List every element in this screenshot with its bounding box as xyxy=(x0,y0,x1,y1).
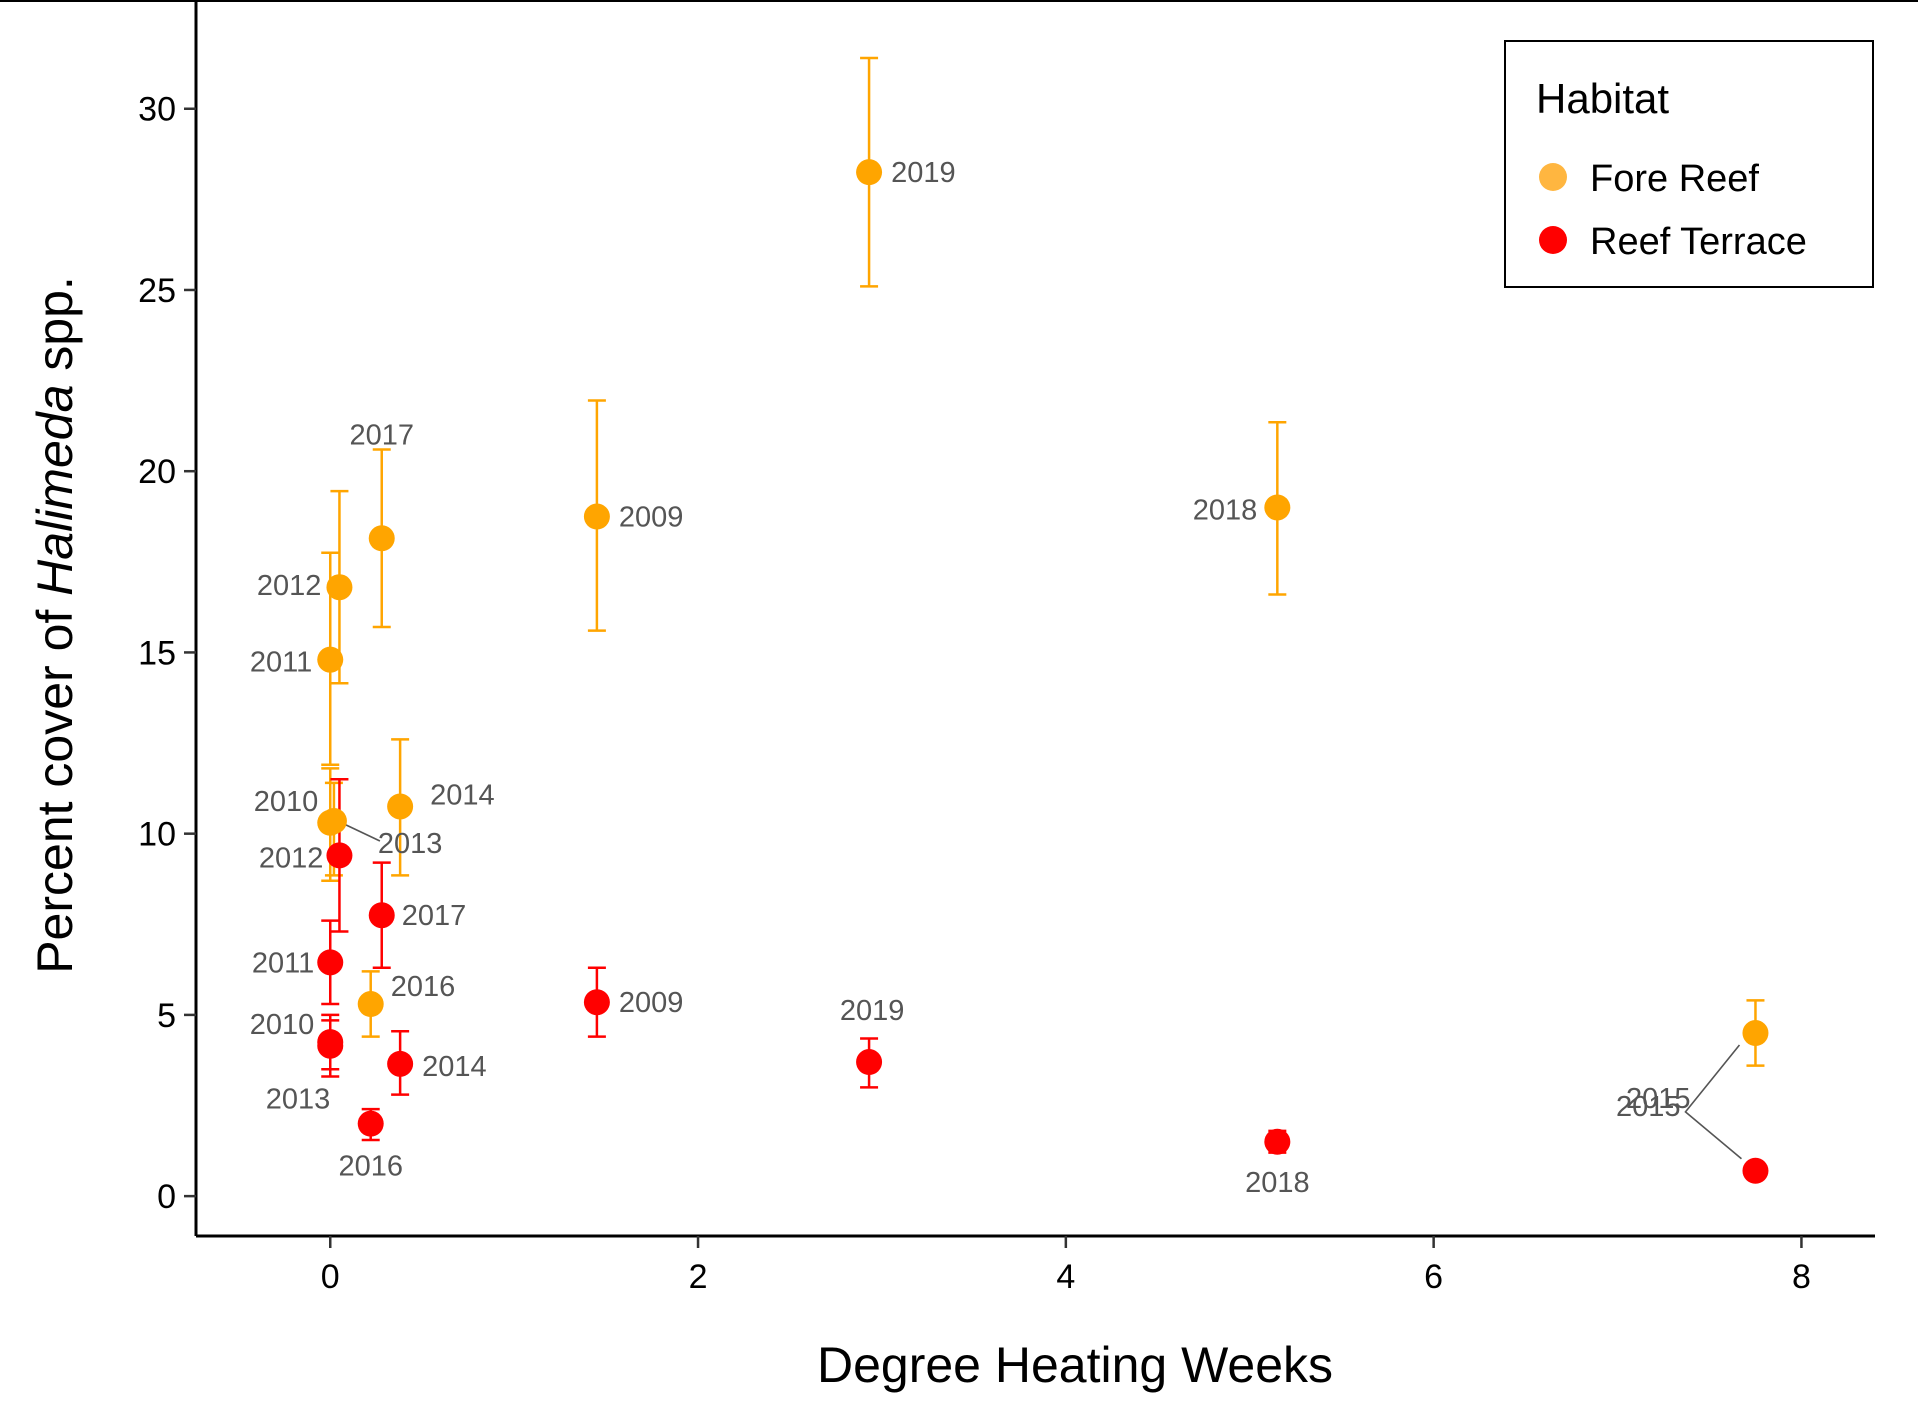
leader-fore-reef-2013 xyxy=(341,822,381,842)
point-fore-reef-2015 xyxy=(1742,1020,1769,1047)
y-tick-label-30: 30 xyxy=(138,91,176,129)
point-reef-terrace-2017 xyxy=(368,902,395,929)
point-fore-reef-2016 xyxy=(357,991,384,1018)
point-label-fore-reef-2016: 2016 xyxy=(391,971,456,1003)
point-label-reef-terrace-2010: 2010 xyxy=(250,1009,315,1041)
point-label-fore-reef-2010: 2010 xyxy=(254,786,319,818)
point-fore-reef-2011 xyxy=(317,646,344,673)
point-reef-terrace-2012 xyxy=(326,842,353,869)
point-label-reef-terrace-2016: 2016 xyxy=(338,1151,403,1183)
point-label-fore-reef-2018: 2018 xyxy=(1193,494,1258,526)
point-reef-terrace-2013 xyxy=(317,1032,344,1059)
point-fore-reef-2019 xyxy=(856,159,883,186)
point-label-fore-reef-2015: 2015 xyxy=(1626,1083,1691,1115)
point-label-fore-reef-2013: 2013 xyxy=(378,828,443,860)
point-fore-reef-2013 xyxy=(320,807,347,834)
y-tick-label-25: 25 xyxy=(138,272,176,310)
legend-label-reef-terrace: Reef Terrace xyxy=(1590,221,1807,263)
x-tick-label-0: 0 xyxy=(321,1258,340,1296)
point-label-reef-terrace-2009: 2009 xyxy=(619,987,684,1019)
point-label-reef-terrace-2014: 2014 xyxy=(422,1051,487,1083)
y-tick-label-5: 5 xyxy=(157,997,176,1035)
point-label-reef-terrace-2019: 2019 xyxy=(840,995,905,1027)
y-tick-label-0: 0 xyxy=(157,1178,176,1216)
point-reef-terrace-2016 xyxy=(357,1110,384,1137)
point-reef-terrace-2018 xyxy=(1264,1128,1291,1155)
y-tick-label-10: 10 xyxy=(138,816,176,854)
y-axis-title: Percent cover of Halimeda spp. xyxy=(27,276,83,974)
data-points xyxy=(317,159,1769,1184)
axis-ticks: 0 2 4 6 8 0 5 10 15 20 25 30 xyxy=(138,91,1811,1296)
axes-frame xyxy=(0,0,1918,1238)
point-label-reef-terrace-2017: 2017 xyxy=(402,900,467,932)
point-reef-terrace-2014 xyxy=(387,1050,414,1077)
y-axis-title-italic: Halimeda xyxy=(27,385,83,596)
legend-swatch-reef-terrace xyxy=(1539,226,1567,254)
point-label-fore-reef-2009: 2009 xyxy=(619,502,684,534)
point-label-fore-reef-2014: 2014 xyxy=(430,779,495,811)
point-label-fore-reef-2012: 2012 xyxy=(257,570,322,602)
point-label-reef-terrace-2018: 2018 xyxy=(1245,1167,1310,1199)
y-axis-title-part-3: spp. xyxy=(27,276,83,384)
x-tick-label-2: 2 xyxy=(689,1258,708,1296)
leader-2015 xyxy=(1684,1044,1742,1160)
point-reef-terrace-2011 xyxy=(317,949,344,976)
point-reef-terrace-2009 xyxy=(583,989,610,1016)
y-axis-title-part-1: Percent cover of xyxy=(27,596,83,974)
point-label-reef-terrace-2013: 2013 xyxy=(266,1084,331,1116)
legend: Habitat Fore Reef Reef Terrace xyxy=(1504,40,1874,288)
legend-box xyxy=(1504,40,1874,288)
x-tick-label-8: 8 xyxy=(1792,1258,1811,1296)
point-fore-reef-2014 xyxy=(387,793,414,820)
x-axis-title: Degree Heating Weeks xyxy=(817,1337,1333,1393)
point-label-reef-terrace-2011: 2011 xyxy=(252,947,314,979)
x-tick-label-6: 6 xyxy=(1424,1258,1443,1296)
point-label-reef-terrace-2015: 2015 xyxy=(1616,1091,1681,1123)
label-leaders xyxy=(341,822,1742,1160)
legend-swatch-fore-reef xyxy=(1539,163,1567,191)
legend-label-fore-reef: Fore Reef xyxy=(1590,158,1759,200)
point-reef-terrace-2015 xyxy=(1742,1157,1769,1184)
x-tick-label-4: 4 xyxy=(1056,1258,1075,1296)
y-tick-label-15: 15 xyxy=(138,634,176,672)
point-labels: 2009 2010 2011 2012 2013 2014 2015 2016 2017 2018… xyxy=(250,157,1691,1199)
point-label-fore-reef-2019: 2019 xyxy=(891,157,956,189)
point-fore-reef-2009 xyxy=(583,503,610,530)
point-fore-reef-2018 xyxy=(1264,494,1291,521)
legend-title: Habitat xyxy=(1536,75,1669,122)
point-label-reef-terrace-2012: 2012 xyxy=(259,842,324,874)
point-reef-terrace-2019 xyxy=(856,1049,883,1076)
y-tick-label-20: 20 xyxy=(138,453,176,491)
point-label-fore-reef-2017: 2017 xyxy=(349,419,414,451)
point-fore-reef-2012 xyxy=(326,574,353,601)
point-label-fore-reef-2011: 2011 xyxy=(250,647,312,679)
point-fore-reef-2017 xyxy=(368,525,395,552)
